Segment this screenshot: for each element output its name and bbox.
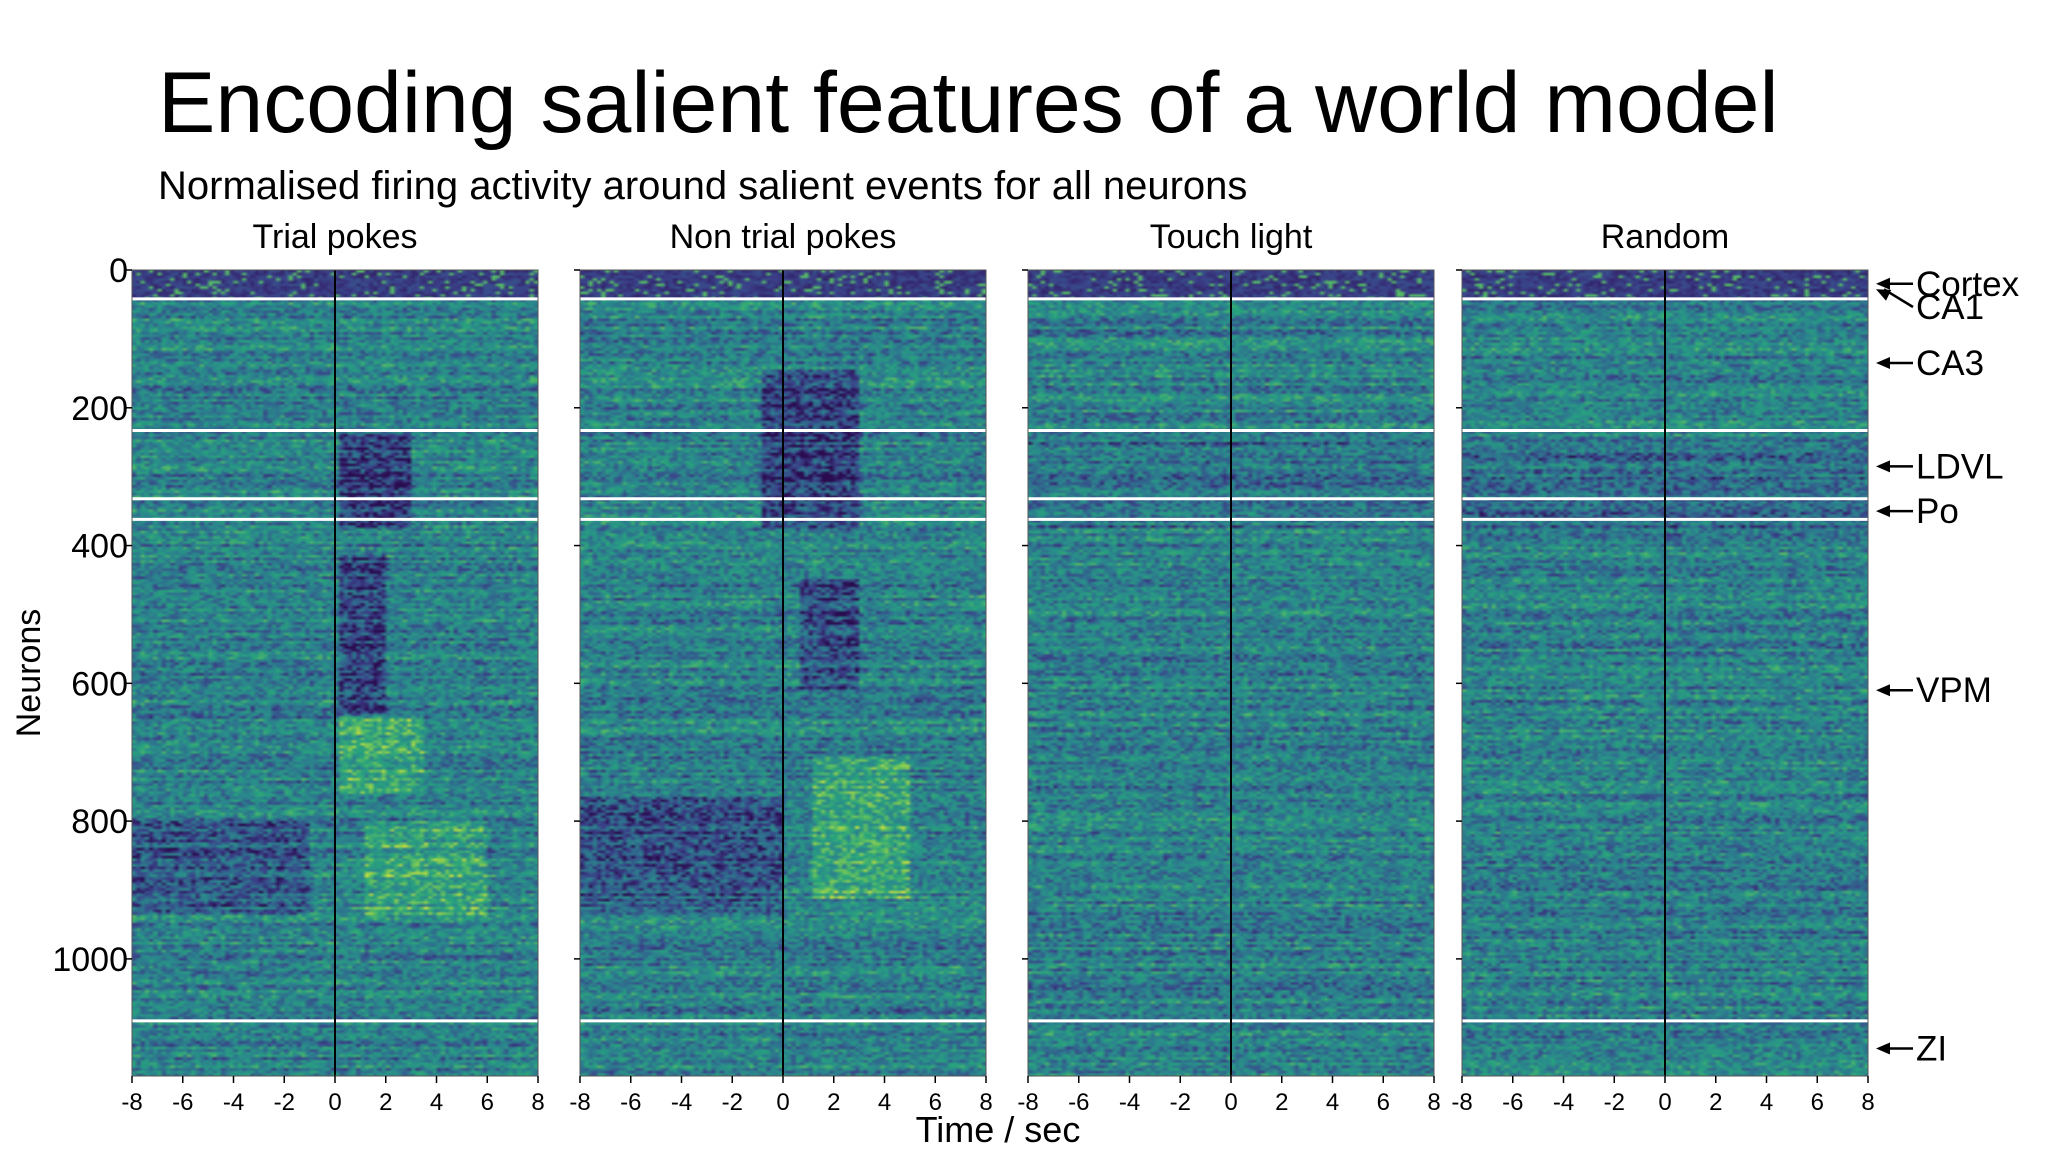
region-label-text: CA3 — [1916, 344, 1984, 383]
x-tick-label: -4 — [1553, 1089, 1574, 1116]
x-tick-label: 6 — [1811, 1089, 1824, 1116]
x-tick-label: 2 — [1275, 1089, 1288, 1116]
region-label: VPM — [1876, 671, 1992, 710]
x-tick-label: -4 — [223, 1089, 244, 1116]
y-tick-label: 200 — [71, 390, 128, 428]
region-label: Po — [1876, 492, 1959, 531]
x-tick-label: 0 — [1224, 1089, 1237, 1116]
x-tick-label: 8 — [1427, 1089, 1440, 1116]
heatmap-panel: Non trial pokes -8 -6 -4 -2 0 2 4 6 8 — [569, 218, 992, 1116]
x-tick-label: 8 — [1861, 1089, 1874, 1116]
x-tick-label: 2 — [827, 1089, 840, 1116]
region-label: CA1 — [1876, 288, 1984, 327]
y-tick-label: 400 — [71, 528, 128, 566]
x-tick-label: -4 — [671, 1089, 692, 1116]
x-tick-label: -6 — [1068, 1089, 1089, 1116]
region-label-text: Po — [1916, 492, 1959, 531]
x-tick-label: 4 — [430, 1089, 443, 1116]
x-tick-label: 6 — [481, 1089, 494, 1116]
panel-title: Touch light — [1150, 218, 1313, 256]
x-tick-label: 0 — [1658, 1089, 1671, 1116]
heatmap-panel: Random -8 -6 -4 -2 0 2 4 6 8 — [1451, 218, 1874, 1116]
x-tick-label: -8 — [1451, 1089, 1472, 1116]
x-tick-label: -8 — [569, 1089, 590, 1116]
region-arrow-head — [1876, 684, 1890, 697]
panel-title: Random — [1601, 218, 1730, 256]
region-label: ZI — [1876, 1029, 1947, 1068]
heatmap-panel: Touch light -8 -6 -4 -2 0 2 4 6 8 — [1017, 218, 1440, 1116]
x-tick-label: -4 — [1119, 1089, 1140, 1116]
x-tick-label: 6 — [1377, 1089, 1390, 1116]
y-axis-label: Neurons — [10, 609, 48, 738]
region-arrow-head — [1876, 505, 1890, 518]
slide-subtitle: Normalised firing activity around salien… — [158, 164, 1248, 208]
x-tick-label: 4 — [1760, 1089, 1773, 1116]
panel-title: Trial pokes — [252, 218, 417, 256]
region-label: Cortex — [1876, 265, 2020, 304]
region-arrow-head — [1876, 1042, 1890, 1055]
region-arrow-head — [1876, 277, 1890, 290]
region-label-text: Cortex — [1916, 265, 2020, 304]
y-tick-label: 600 — [71, 665, 128, 703]
slide-title: Encoding salient features of a world mod… — [158, 55, 1779, 151]
x-tick-label: 2 — [379, 1089, 392, 1116]
region-label: LDVL — [1876, 447, 2004, 486]
region-label-text: LDVL — [1916, 447, 2004, 486]
region-label-text: VPM — [1916, 671, 1992, 710]
region-arrow-head — [1876, 460, 1890, 473]
x-tick-label: -8 — [1017, 1089, 1038, 1116]
heatmap-panel: Trial pokes -8 -6 -4 -2 0 2 4 6 8 — [121, 218, 544, 1116]
y-tick-label: 800 — [71, 803, 128, 841]
y-tick-label: 1000 — [52, 941, 128, 979]
panel-title: Non trial pokes — [670, 218, 897, 256]
x-tick-label: -6 — [1502, 1089, 1523, 1116]
region-label: CA3 — [1876, 344, 1984, 383]
x-tick-label: -2 — [1170, 1089, 1191, 1116]
x-tick-label: 0 — [776, 1089, 789, 1116]
x-tick-label: 8 — [531, 1089, 544, 1116]
region-label-text: CA1 — [1916, 288, 1984, 327]
x-axis-label: Time / sec — [916, 1109, 1081, 1150]
x-tick-label: -6 — [172, 1089, 193, 1116]
x-tick-label: -2 — [274, 1089, 295, 1116]
region-arrow-head — [1876, 357, 1890, 369]
x-tick-label: 4 — [1326, 1089, 1339, 1116]
x-tick-label: -2 — [722, 1089, 743, 1116]
x-tick-label: -8 — [121, 1089, 142, 1116]
region-label-text: ZI — [1916, 1029, 1947, 1068]
x-tick-label: -2 — [1604, 1089, 1625, 1116]
x-tick-label: 6 — [929, 1089, 942, 1116]
x-tick-label: 0 — [328, 1089, 341, 1116]
region-arrow-head — [1876, 289, 1892, 301]
x-tick-label: 8 — [979, 1089, 992, 1116]
y-tick-label: 0 — [109, 252, 128, 290]
x-tick-label: 2 — [1709, 1089, 1722, 1116]
x-tick-label: -6 — [620, 1089, 641, 1116]
x-tick-label: 4 — [878, 1089, 891, 1116]
